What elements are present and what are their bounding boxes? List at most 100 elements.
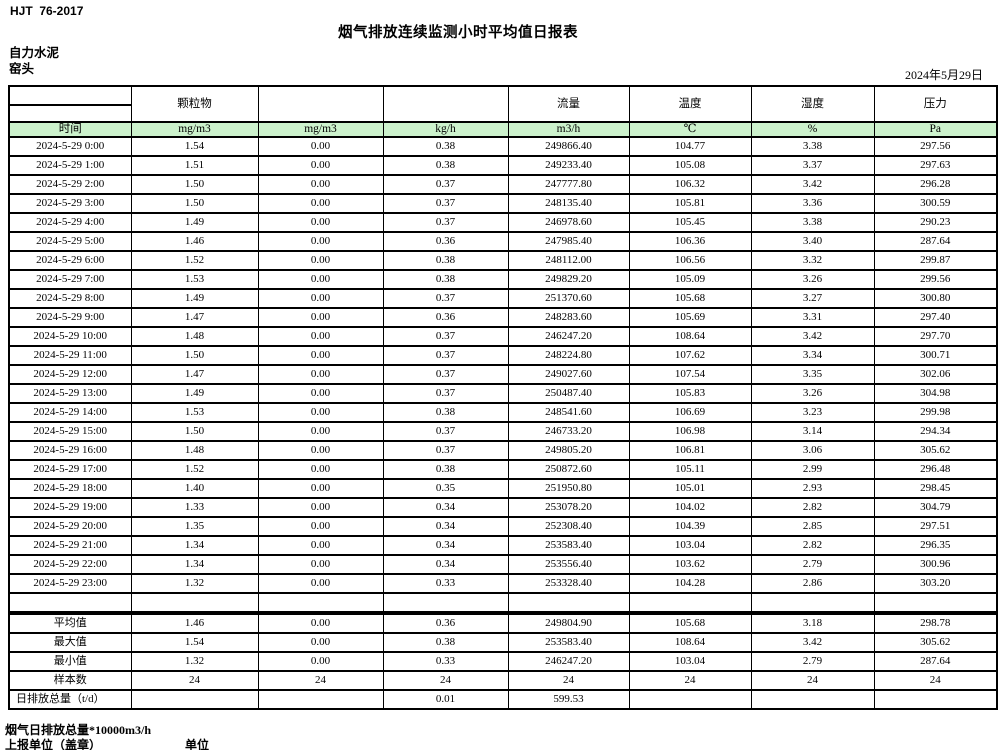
data-cell: 250487.40	[507, 383, 630, 404]
data-cell: 24	[507, 670, 630, 691]
unit-cell: mg/m3	[257, 121, 384, 138]
data-cell: 0.34	[382, 554, 509, 575]
data-cell: 0.00	[257, 440, 384, 461]
data-cell: 0.37	[382, 364, 509, 385]
data-cell: 1.49	[130, 212, 259, 233]
data-cell: 0.01	[382, 689, 509, 710]
data-cell: 253583.40	[507, 535, 630, 556]
data-cell: 3.27	[750, 288, 875, 309]
summary-row: 日排放总量（t/d） 0.01 599.53	[8, 689, 998, 710]
data-cell: 303.20	[873, 573, 998, 594]
data-cell: 0.38	[382, 402, 509, 423]
data-cell: 249804.90	[507, 611, 630, 634]
table-row: 2024-5-29 2:00 1.50 0.00 0.37 247777.80 106.3…	[8, 174, 998, 195]
data-cell	[130, 689, 259, 710]
data-cell: 0.38	[382, 250, 509, 271]
header-row-sub	[8, 104, 997, 123]
data-cell: 0.00	[257, 651, 384, 672]
data-cell: 105.45	[628, 212, 752, 233]
page-title: 烟气排放连续监测小时平均值日报表	[338, 25, 578, 41]
data-cell: 106.36	[628, 231, 752, 252]
header-empty-time-top	[8, 85, 132, 106]
table-row: 2024-5-29 11:00 1.50 0.00 0.37 248224.80 107.…	[8, 345, 998, 366]
data-cell: 107.62	[628, 345, 752, 366]
data-cell: 300.96	[873, 554, 998, 575]
data-cell: 248224.80	[507, 345, 630, 366]
table-row: 2024-5-29 20:00 1.35 0.00 0.34 252308.40 104.…	[8, 516, 998, 537]
data-cell: 0.37	[382, 421, 509, 442]
data-cell: 0.34	[382, 497, 509, 518]
table-header: 颗粒物 流量 温度 湿度 压力 时间 mg/m3 mg/m3 kg/h m3/h…	[8, 85, 998, 138]
data-cell: 0.00	[257, 611, 384, 634]
data-cell: 0.37	[382, 440, 509, 461]
table-row: 2024-5-29 14:00 1.53 0.00 0.38 248541.60 106.…	[8, 402, 998, 423]
data-cell: 105.68	[628, 611, 752, 634]
data-cell: 0.00	[257, 632, 384, 653]
data-cell: 304.98	[873, 383, 998, 404]
header-temperature: 温度	[628, 85, 752, 123]
header-humidity: 湿度	[750, 85, 875, 123]
data-cell: 1.33	[130, 497, 259, 518]
summary-row: 样本数 24 24 24 24 24 24 24	[8, 670, 998, 691]
data-cell: 252308.40	[507, 516, 630, 537]
data-cell: 0.38	[382, 136, 509, 157]
data-cell: 0.00	[257, 535, 384, 556]
data-cell: 249805.20	[507, 440, 630, 461]
data-cell	[382, 592, 509, 614]
report-unit-label: 上报单位（盖章）	[5, 738, 102, 750]
data-cell: 1.46	[130, 231, 259, 252]
standard-code: HJT 76-2017	[10, 4, 84, 18]
data-cell: 1.34	[130, 554, 259, 575]
data-cell: 0.00	[257, 288, 384, 309]
data-cell: 249866.40	[507, 136, 630, 157]
data-cell: 108.64	[628, 632, 752, 653]
data-cell: 3.26	[750, 269, 875, 290]
data-cell: 246978.60	[507, 212, 630, 233]
header-row-top: 颗粒物 流量 温度 湿度 压力	[8, 85, 998, 123]
data-cell: 253556.40	[507, 554, 630, 575]
data-cell: 300.71	[873, 345, 998, 366]
station-name: 窑头	[9, 62, 35, 76]
data-cell: 0.38	[382, 269, 509, 290]
data-cell: 305.62	[873, 440, 998, 461]
data-cell: 0.37	[382, 212, 509, 233]
data-cell: 24	[382, 670, 509, 691]
data-cell: 0.37	[382, 326, 509, 347]
data-cell: 1.54	[130, 632, 259, 653]
unit-cell: m3/h	[507, 121, 630, 138]
data-cell: 299.87	[873, 250, 998, 271]
data-cell: 0.37	[382, 383, 509, 404]
header-flow: 流量	[507, 85, 630, 123]
unit-label: 单位	[185, 738, 210, 750]
data-cell: 1.48	[130, 440, 259, 461]
data-cell: 1.52	[130, 459, 259, 480]
data-cell	[507, 592, 630, 614]
data-cell: 104.77	[628, 136, 752, 157]
data-cell: 297.63	[873, 155, 998, 176]
report-date: 2024年5月29日	[904, 68, 983, 82]
data-cell: 24	[628, 670, 752, 691]
table-row: 2024-5-29 16:00 1.48 0.00 0.37 249805.20 106.…	[8, 440, 998, 461]
data-cell: 246733.20	[507, 421, 630, 442]
data-cell: 250872.60	[507, 459, 630, 480]
data-cell: 0.00	[257, 136, 384, 157]
data-cell: 253328.40	[507, 573, 630, 594]
data-cell: 105.83	[628, 383, 752, 404]
data-cell: 0.00	[257, 212, 384, 233]
table-row: 2024-5-29 18:00 1.40 0.00 0.35 251950.80 105.…	[8, 478, 998, 499]
total-emission-footnote: 烟气日排放总量*10000m3/h	[5, 723, 152, 737]
data-cell: 3.26	[750, 383, 875, 404]
data-cell: 300.59	[873, 193, 998, 214]
data-cell: 302.06	[873, 364, 998, 385]
data-cell: 296.28	[873, 174, 998, 195]
data-cell: 24	[750, 670, 875, 691]
data-cell: 1.54	[130, 136, 259, 157]
time-cell: 2024-5-29 18:00	[8, 478, 132, 499]
data-cell: 1.49	[130, 288, 259, 309]
data-cell: 253583.40	[507, 632, 630, 653]
data-cell: 2.82	[750, 535, 875, 556]
data-cell: 106.32	[628, 174, 752, 195]
data-cell: 3.42	[750, 326, 875, 347]
data-cell	[873, 592, 998, 614]
